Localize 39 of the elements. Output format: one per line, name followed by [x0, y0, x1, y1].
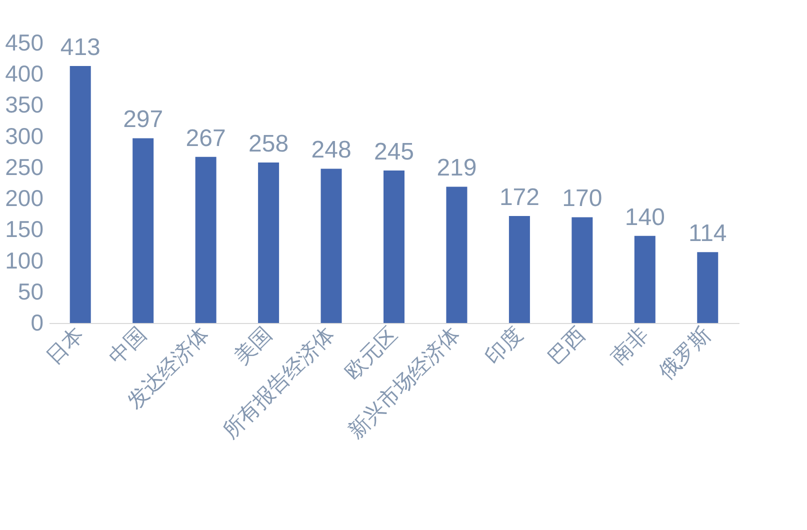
x-tick-label: 俄罗斯 [654, 322, 716, 384]
x-tick-label: 美国 [230, 322, 276, 369]
data-label: 297 [123, 106, 164, 134]
data-label: 245 [374, 138, 414, 166]
y-tick-label: 0 [30, 310, 44, 336]
y-tick-label: 100 [5, 247, 44, 274]
x-tick-label: 日本 [41, 322, 88, 369]
x-tick-label: 中国 [104, 322, 151, 369]
y-tick-label: 200 [5, 185, 44, 212]
data-label: 114 [688, 220, 727, 248]
bar [258, 162, 280, 323]
y-tick-label: 450 [5, 30, 44, 56]
data-label: 413 [60, 34, 100, 62]
bar [132, 138, 154, 323]
x-tick-label: 印度 [480, 322, 528, 369]
bar [195, 156, 216, 323]
y-tick-label: 400 [5, 60, 44, 87]
bar [70, 66, 91, 323]
bar [572, 217, 593, 323]
x-tick-label: 巴西 [543, 322, 590, 369]
y-tick-label: 250 [5, 154, 44, 180]
data-label: 258 [248, 130, 289, 158]
bar [446, 186, 468, 323]
y-tick-label: 50 [18, 278, 44, 304]
bar [697, 252, 718, 323]
data-label: 170 [562, 185, 602, 212]
y-tick-label: 150 [5, 216, 44, 242]
bar [508, 216, 530, 323]
data-label: 267 [186, 124, 226, 152]
bar [634, 236, 656, 323]
data-label: 219 [436, 154, 477, 182]
y-tick-label: 350 [5, 92, 44, 118]
data-label: 172 [499, 184, 540, 211]
data-label: 140 [624, 204, 665, 231]
data-label: 248 [311, 136, 352, 164]
x-tick-label: 南非 [606, 322, 653, 369]
bar [320, 168, 342, 323]
bar [384, 170, 404, 323]
y-tick-label: 300 [5, 122, 44, 149]
